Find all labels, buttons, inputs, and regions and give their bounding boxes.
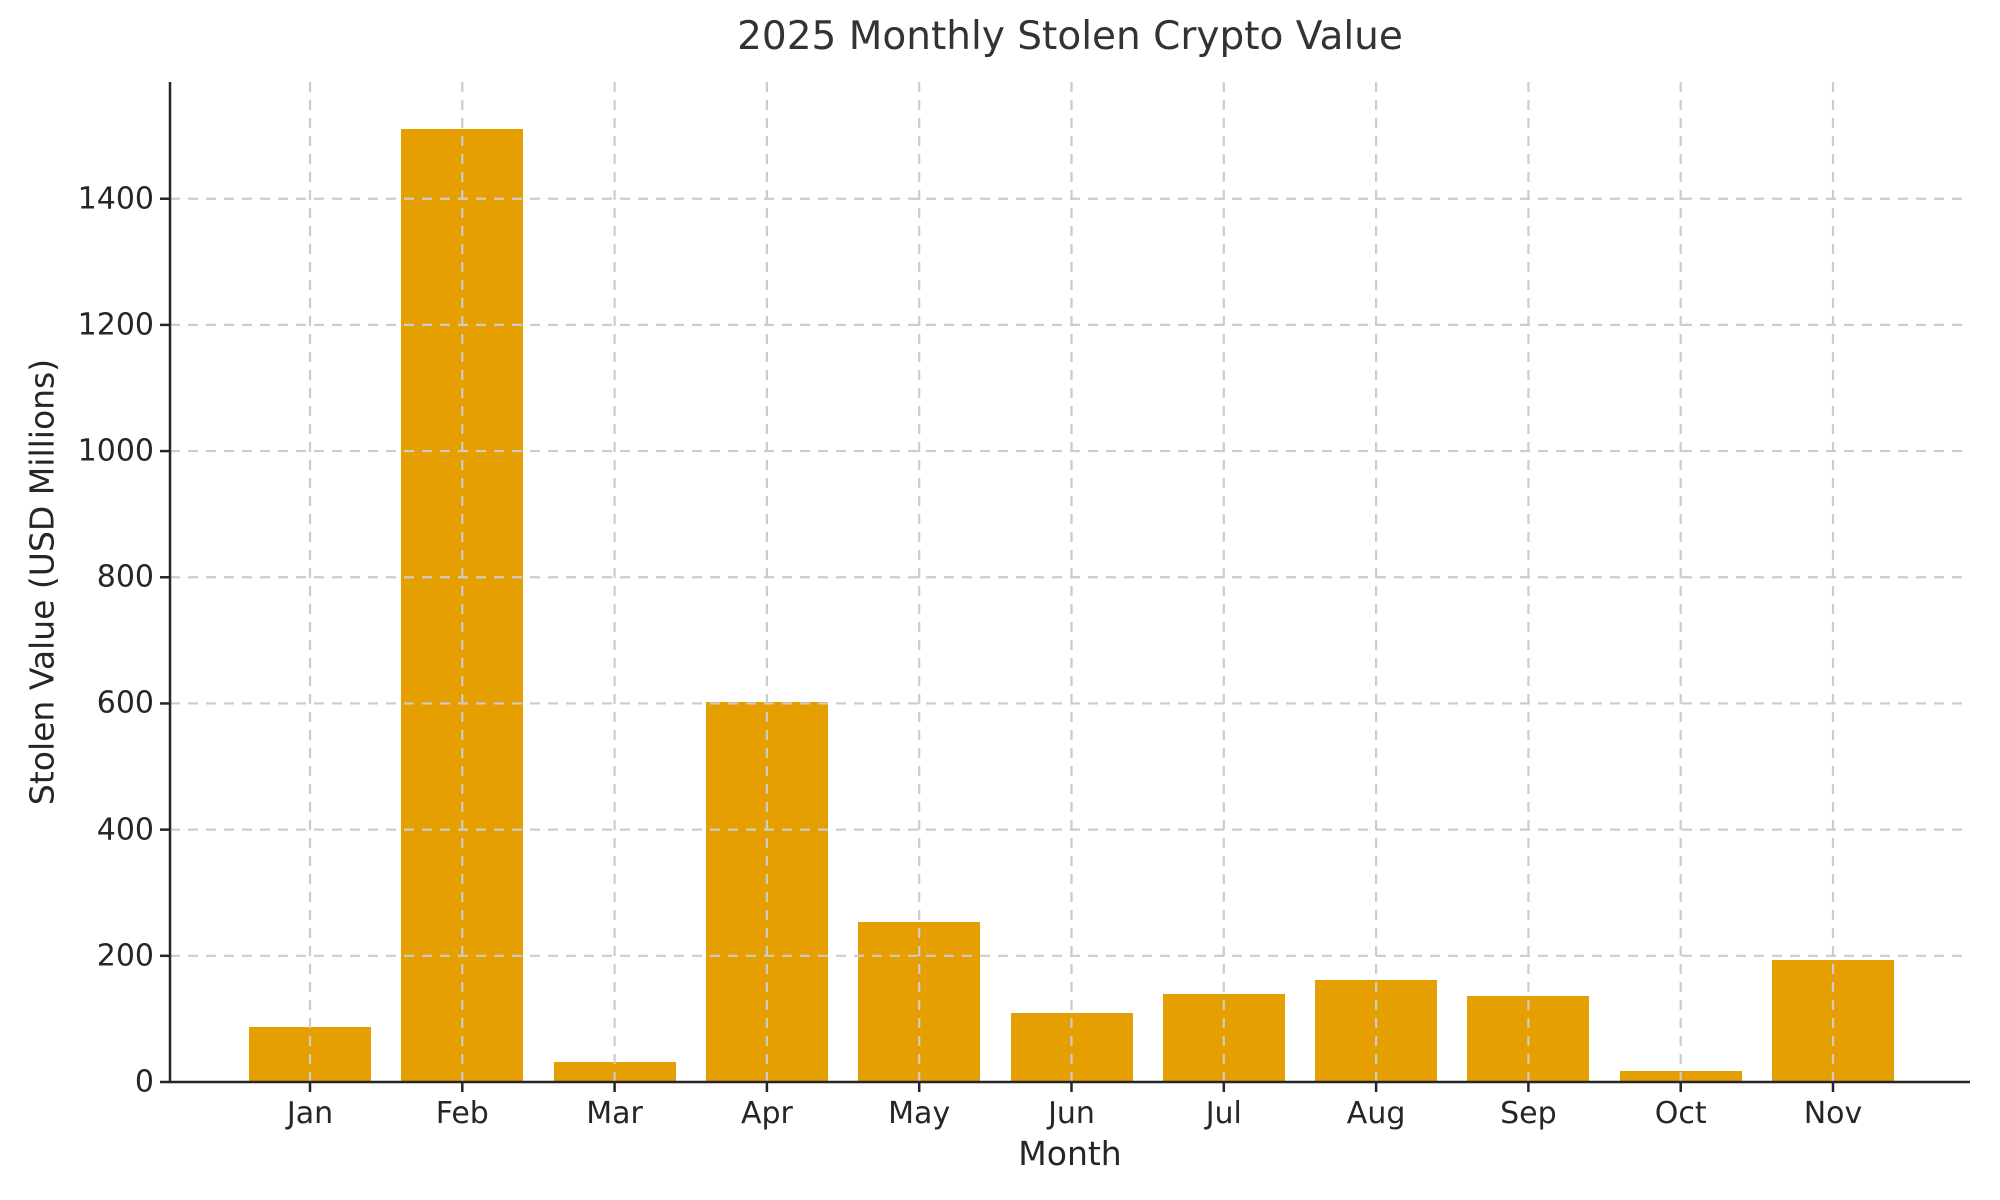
bar-apr <box>705 702 828 1082</box>
xtick-jun: Jun <box>1048 1096 1095 1131</box>
xtick-aug: Aug <box>1346 1096 1406 1131</box>
bar-sep <box>1467 995 1590 1082</box>
bar-jul <box>1162 993 1285 1082</box>
xtick-nov: Nov <box>1803 1096 1863 1131</box>
xtick-feb: Feb <box>435 1096 489 1131</box>
chart-title: 2025 Monthly Stolen Crypto Value <box>737 14 1403 59</box>
ytick-1400: 1400 <box>77 181 154 217</box>
plot-area <box>170 82 1970 1082</box>
ytick-400: 400 <box>96 812 154 848</box>
bar-feb <box>401 129 524 1082</box>
xtick-jul: Jul <box>1205 1096 1242 1131</box>
ytick-0: 0 <box>134 1064 154 1100</box>
bar-mar <box>553 1061 676 1082</box>
bar-may <box>858 921 981 1082</box>
ytick-1200: 1200 <box>77 307 154 343</box>
xtick-oct: Oct <box>1654 1096 1707 1131</box>
bar-jan <box>249 1027 371 1082</box>
xtick-jan: Jan <box>286 1096 334 1131</box>
ytick-200: 200 <box>96 938 154 974</box>
x-axis-label: Month <box>1018 1134 1122 1173</box>
xtick-mar: Mar <box>586 1096 643 1131</box>
ytick-800: 800 <box>96 559 154 595</box>
bar-oct <box>1619 1070 1742 1082</box>
bar-nov <box>1772 960 1894 1082</box>
bar-aug <box>1315 979 1438 1082</box>
xtick-may: May <box>888 1096 951 1131</box>
xtick-apr: Apr <box>740 1096 793 1131</box>
ytick-1000: 1000 <box>77 433 154 469</box>
bar-jun <box>1010 1012 1133 1082</box>
ytick-600: 600 <box>96 685 154 721</box>
xtick-sep: Sep <box>1500 1096 1557 1131</box>
